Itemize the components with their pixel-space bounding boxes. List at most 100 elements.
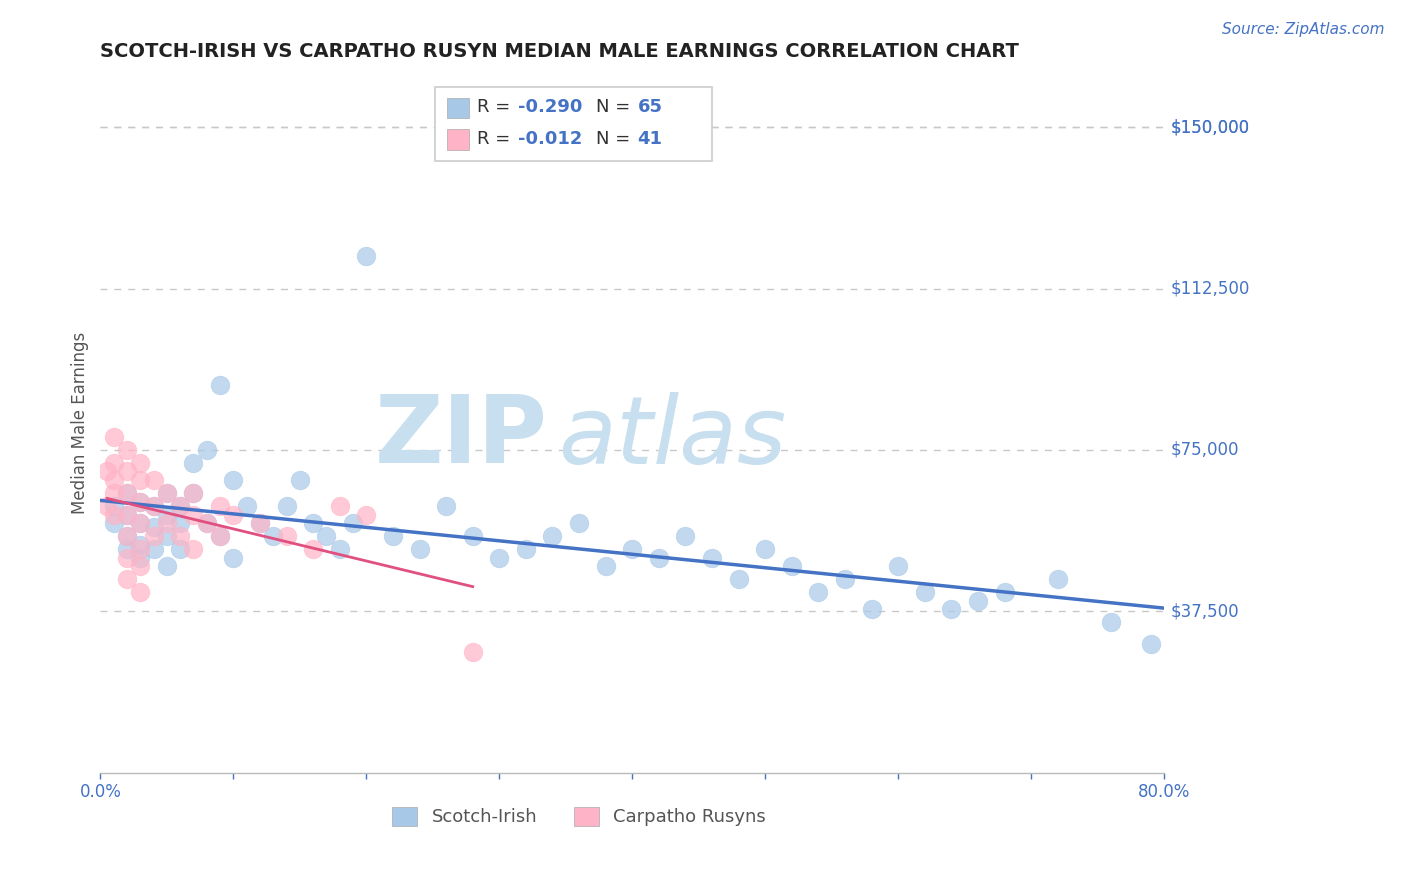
Point: [222, 550, 245, 565]
Point: [222, 473, 245, 487]
Point: [129, 473, 152, 487]
Point: [183, 486, 205, 500]
Point: [488, 550, 510, 565]
Point: [142, 520, 165, 534]
Point: [169, 499, 191, 513]
Point: [115, 508, 138, 522]
Point: [142, 529, 165, 543]
Point: [129, 559, 152, 574]
Point: [754, 541, 776, 556]
Point: [1099, 615, 1122, 629]
Text: Source: ZipAtlas.com: Source: ZipAtlas.com: [1222, 22, 1385, 37]
Point: [262, 529, 284, 543]
Point: [169, 499, 191, 513]
Point: [115, 529, 138, 543]
Point: [129, 494, 152, 508]
Point: [129, 456, 152, 470]
Point: [208, 499, 231, 513]
Point: [195, 516, 218, 530]
Point: [96, 499, 118, 513]
Point: [222, 508, 245, 522]
Point: [356, 249, 378, 263]
Legend: Scotch-Irish, Carpatho Rusyns: Scotch-Irish, Carpatho Rusyns: [385, 800, 773, 834]
Point: [115, 486, 138, 500]
Point: [142, 473, 165, 487]
Text: atlas: atlas: [558, 392, 786, 483]
Point: [249, 516, 271, 530]
Text: ZIP: ZIP: [374, 391, 547, 483]
Point: [515, 541, 537, 556]
Point: [648, 550, 671, 565]
Point: [302, 516, 325, 530]
Point: [914, 585, 936, 599]
Point: [235, 499, 257, 513]
Point: [96, 465, 118, 479]
Point: [208, 529, 231, 543]
Point: [541, 529, 564, 543]
Point: [356, 508, 378, 522]
Point: [115, 541, 138, 556]
Point: [329, 541, 352, 556]
Point: [103, 456, 125, 470]
Point: [115, 529, 138, 543]
Point: [621, 541, 644, 556]
Text: $112,500: $112,500: [1171, 279, 1250, 298]
Point: [183, 541, 205, 556]
Point: [315, 529, 337, 543]
Point: [1046, 572, 1069, 586]
Point: [780, 559, 803, 574]
Point: [115, 550, 138, 565]
Point: [129, 516, 152, 530]
Point: [129, 538, 152, 552]
Point: [329, 499, 352, 513]
Point: [595, 559, 617, 574]
Point: [129, 516, 152, 530]
Point: [115, 508, 138, 522]
Point: [142, 499, 165, 513]
Point: [860, 602, 883, 616]
Point: [288, 473, 311, 487]
Text: $150,000: $150,000: [1171, 119, 1250, 136]
Point: [568, 516, 591, 530]
Point: [129, 550, 152, 565]
Point: [675, 529, 697, 543]
Point: [156, 516, 179, 530]
Text: $75,000: $75,000: [1171, 441, 1239, 459]
Point: [183, 486, 205, 500]
Point: [103, 473, 125, 487]
Point: [169, 516, 191, 530]
Point: [129, 585, 152, 599]
Point: [208, 378, 231, 392]
Point: [169, 529, 191, 543]
Point: [302, 541, 325, 556]
Point: [434, 499, 457, 513]
Y-axis label: Median Male Earnings: Median Male Earnings: [72, 332, 89, 514]
Point: [115, 465, 138, 479]
Point: [994, 585, 1017, 599]
Text: $150,000: $150,000: [1171, 119, 1250, 136]
Point: [1140, 637, 1163, 651]
Point: [156, 486, 179, 500]
Text: $37,500: $37,500: [1171, 602, 1240, 620]
Point: [156, 508, 179, 522]
Point: [700, 550, 723, 565]
Point: [129, 494, 152, 508]
Point: [156, 486, 179, 500]
Point: [834, 572, 856, 586]
Point: [408, 541, 430, 556]
Point: [249, 516, 271, 530]
Point: [276, 529, 298, 543]
Point: [967, 593, 990, 607]
Point: [129, 541, 152, 556]
Point: [195, 442, 218, 457]
Point: [103, 508, 125, 522]
Point: [156, 559, 179, 574]
Point: [142, 541, 165, 556]
Point: [195, 516, 218, 530]
Point: [208, 529, 231, 543]
Point: [887, 559, 910, 574]
Point: [276, 499, 298, 513]
Point: [941, 602, 963, 616]
Text: SCOTCH-IRISH VS CARPATHO RUSYN MEDIAN MALE EARNINGS CORRELATION CHART: SCOTCH-IRISH VS CARPATHO RUSYN MEDIAN MA…: [100, 42, 1019, 61]
Point: [727, 572, 749, 586]
